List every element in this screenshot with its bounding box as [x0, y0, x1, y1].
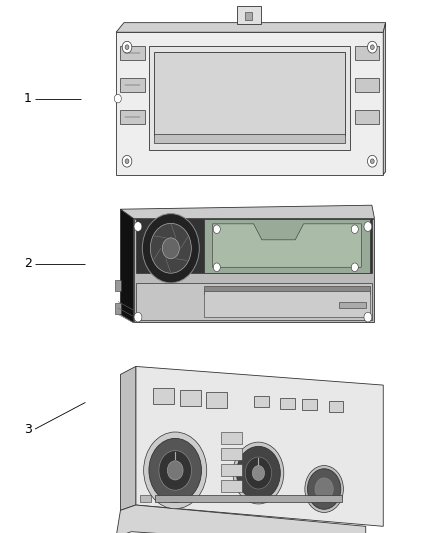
Polygon shape — [120, 367, 136, 511]
Bar — [355, 45, 379, 60]
Polygon shape — [116, 505, 366, 533]
Bar — [136, 284, 372, 320]
Bar — [254, 395, 269, 407]
Bar — [221, 448, 242, 459]
Text: 3: 3 — [24, 423, 32, 435]
Circle shape — [367, 156, 377, 167]
Polygon shape — [383, 22, 385, 175]
Bar — [328, 401, 343, 413]
Bar — [115, 303, 121, 314]
Circle shape — [213, 263, 220, 271]
Circle shape — [114, 94, 121, 103]
Bar — [136, 219, 372, 272]
Bar — [237, 5, 261, 24]
Bar — [221, 432, 242, 443]
Bar — [180, 390, 201, 406]
Circle shape — [364, 222, 372, 231]
Circle shape — [162, 238, 180, 259]
Bar — [302, 399, 317, 410]
Polygon shape — [136, 367, 383, 527]
Bar — [204, 219, 370, 272]
Bar — [115, 279, 121, 291]
Bar — [120, 45, 145, 60]
Circle shape — [351, 263, 358, 271]
Circle shape — [307, 469, 341, 510]
Circle shape — [167, 461, 183, 480]
Bar — [155, 495, 342, 502]
Circle shape — [233, 442, 284, 504]
Circle shape — [364, 312, 372, 322]
Bar — [116, 32, 383, 175]
Bar — [154, 52, 345, 135]
Bar — [245, 12, 252, 20]
Circle shape — [315, 478, 333, 500]
Circle shape — [150, 223, 191, 273]
Circle shape — [125, 45, 129, 50]
Polygon shape — [212, 224, 361, 267]
Circle shape — [122, 156, 132, 167]
Bar — [149, 46, 350, 149]
Circle shape — [371, 45, 374, 50]
Bar — [355, 110, 379, 125]
Bar — [140, 495, 151, 502]
Circle shape — [245, 457, 272, 489]
Circle shape — [237, 447, 280, 500]
Bar — [280, 398, 295, 409]
Bar — [204, 286, 370, 294]
Bar — [154, 134, 345, 143]
Polygon shape — [120, 209, 134, 322]
Bar — [355, 77, 379, 93]
Circle shape — [159, 450, 191, 490]
Circle shape — [213, 225, 220, 233]
Polygon shape — [120, 205, 374, 219]
Bar — [221, 480, 242, 491]
Bar — [120, 110, 145, 125]
Polygon shape — [116, 22, 385, 32]
Circle shape — [125, 159, 129, 164]
Circle shape — [371, 159, 374, 164]
Circle shape — [134, 222, 142, 231]
Circle shape — [367, 41, 377, 53]
Text: 2: 2 — [24, 257, 32, 270]
Bar — [134, 219, 374, 322]
Circle shape — [305, 466, 343, 513]
Circle shape — [149, 438, 201, 502]
Circle shape — [252, 466, 265, 481]
Circle shape — [144, 432, 207, 508]
Circle shape — [122, 41, 132, 53]
Bar — [339, 302, 366, 308]
Circle shape — [134, 312, 142, 322]
Bar — [204, 292, 370, 317]
Bar — [221, 464, 242, 476]
Bar — [153, 388, 174, 404]
Bar — [206, 392, 227, 408]
Circle shape — [142, 214, 199, 283]
Bar — [120, 77, 145, 93]
Text: 1: 1 — [24, 92, 32, 105]
Circle shape — [351, 225, 358, 233]
